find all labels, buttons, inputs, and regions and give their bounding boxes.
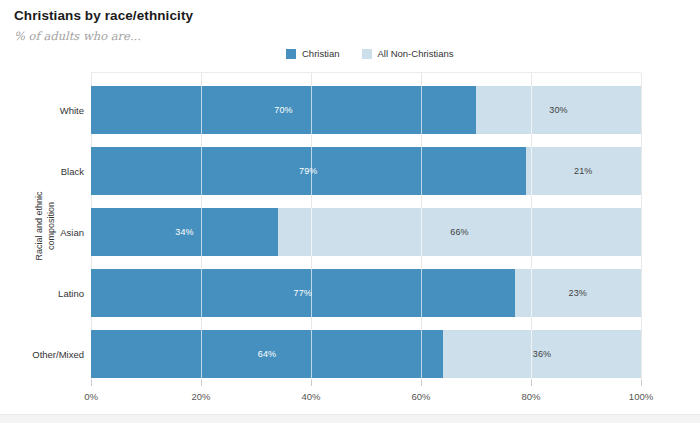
category-label: Latino [0,269,84,317]
bar-segment-christian: 77% [91,269,515,317]
legend-item-non-christian: All Non-Christians [362,48,454,59]
bar-value-label: 21% [574,166,593,176]
category-label: White [0,86,84,134]
bar-value-label: 30% [549,105,568,115]
gridline-overlay [311,330,312,378]
gridline-overlay [421,208,422,256]
bar-value-label: 77% [293,288,312,298]
gridline [641,73,642,380]
chart-subtitle: % of adults who are... [14,29,141,43]
bar-segment-all-non-christians: 36% [443,330,641,378]
x-axis-tick-label: 100% [619,391,663,402]
bar-segment-christian: 64% [91,330,443,378]
legend-item-christian: Christian [286,48,340,59]
gridline-overlay [421,147,422,195]
bar-row-asian: Asian34%66% [91,208,641,256]
bar-row-other-mixed: Other/Mixed64%36% [91,330,641,378]
bar-value-label: 79% [299,166,318,176]
x-axis-tick-label: 80% [509,391,553,402]
legend: Christian All Non-Christians [286,48,454,59]
x-axis-tick [201,380,202,386]
x-axis-tick-label: 60% [399,391,443,402]
gridline-overlay [421,86,422,134]
bar-value-label: 66% [450,227,469,237]
x-axis-tick-label: 40% [289,391,333,402]
category-label: Other/Mixed [0,330,84,378]
gridline-overlay [311,147,312,195]
gridline-overlay [531,269,532,317]
gridline-overlay [421,330,422,378]
stacked-bar-chart: Christians by race/ethnicity % of adults… [0,0,700,423]
x-axis-tick-label: 0% [69,391,113,402]
page-title: Christians by race/ethnicity [14,8,193,23]
gridline-overlay [311,208,312,256]
x-axis-tick [311,380,312,386]
legend-swatch-non-christian [362,49,372,59]
gridline-overlay [201,208,202,256]
bar-segment-christian: 34% [91,208,278,256]
bar-value-label: 34% [175,227,194,237]
bar-value-label: 36% [533,349,552,359]
bar-value-label: 23% [568,288,587,298]
gridline-overlay [531,86,532,134]
legend-label: Christian [302,48,340,59]
x-axis-tick [91,380,92,386]
bar-value-label: 64% [258,349,277,359]
bar-segment-christian: 70% [91,86,476,134]
bar-segment-all-non-christians: 30% [476,86,641,134]
gridline-overlay [201,330,202,378]
x-axis-tick-label: 20% [179,391,223,402]
gridline-overlay [531,330,532,378]
legend-label: All Non-Christians [378,48,454,59]
bar-row-white: White70%30% [91,86,641,134]
category-label: Asian [0,208,84,256]
bar-segment-christian: 79% [91,147,526,195]
gridline-overlay [201,269,202,317]
plot-area: Racial and ethnic composition 0%20%40%60… [91,72,641,380]
bottom-divider [0,414,700,423]
gridline-overlay [311,86,312,134]
bar-segment-all-non-christians: 23% [515,269,642,317]
x-axis-tick [531,380,532,386]
x-axis-tick [421,380,422,386]
gridline-overlay [421,269,422,317]
gridline-overlay [531,208,532,256]
category-label: Black [0,147,84,195]
gridline-overlay [531,147,532,195]
x-axis-tick [641,380,642,386]
gridline-overlay [201,147,202,195]
gridline-overlay [311,269,312,317]
bar-segment-all-non-christians: 21% [526,147,642,195]
bar-row-latino: Latino77%23% [91,269,641,317]
gridline-overlay [201,86,202,134]
bar-segment-all-non-christians: 66% [278,208,641,256]
legend-swatch-christian [286,49,296,59]
bar-value-label: 70% [274,105,293,115]
bar-row-black: Black79%21% [91,147,641,195]
